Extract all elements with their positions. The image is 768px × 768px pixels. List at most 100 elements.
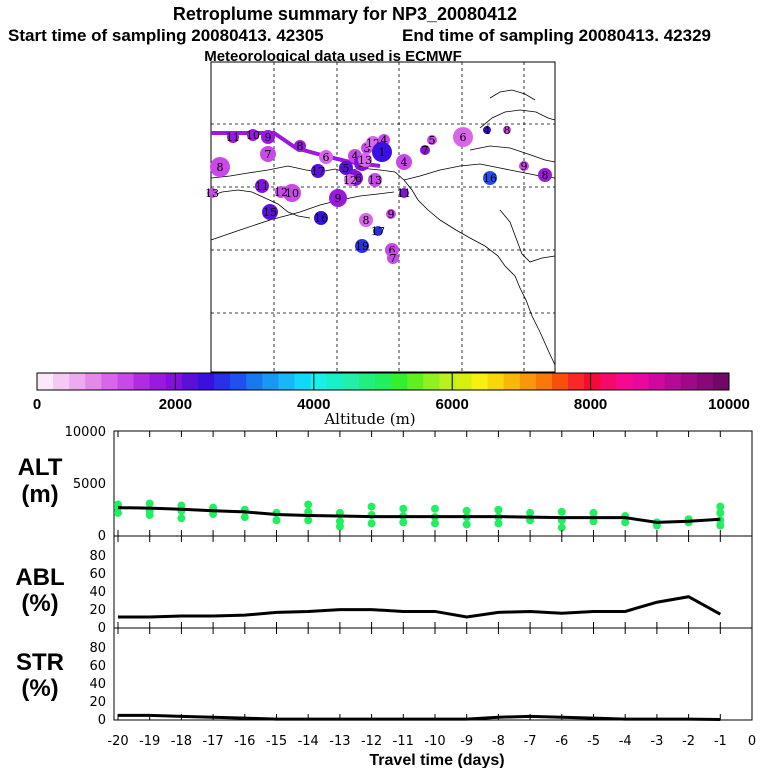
abl-line bbox=[118, 595, 722, 619]
map-point bbox=[227, 131, 239, 143]
x-tick-label: -2 bbox=[682, 734, 695, 749]
str-ytick-60: 60 bbox=[89, 659, 106, 674]
x-tick-label: -5 bbox=[587, 734, 600, 749]
map-point-label: 11 bbox=[226, 131, 240, 144]
alt-point bbox=[494, 519, 503, 528]
colorbar-cell bbox=[696, 373, 714, 390]
x-tick-labels: -20 -19 -18 -17 -16 -15 -14 -13 -12 -11 -10 -9 -8 -7-… bbox=[107, 734, 756, 749]
colorbar-cell bbox=[101, 373, 118, 390]
map-point bbox=[262, 204, 278, 220]
map-point bbox=[538, 168, 552, 182]
x-tick-label: -17 bbox=[202, 734, 223, 749]
map-point-label: 8 bbox=[297, 140, 304, 153]
alt-point bbox=[589, 517, 598, 526]
map-point bbox=[210, 157, 230, 177]
str-panel: STR (%) 80 60 40 20 0 bbox=[16, 627, 753, 728]
map-point bbox=[396, 154, 412, 170]
colorbar-cell bbox=[342, 373, 360, 390]
map-point-label: 10 bbox=[246, 129, 260, 142]
map-point bbox=[368, 173, 382, 187]
x-tick-label: -8 bbox=[492, 734, 505, 749]
alt-point bbox=[272, 516, 281, 525]
colorbar-cell bbox=[85, 373, 102, 390]
map-points: 1110987643124125138465716891716131291110… bbox=[205, 124, 552, 265]
map-point-label: 4 bbox=[381, 134, 388, 147]
map-point-label: 1 bbox=[379, 146, 386, 159]
map-point-label: 12 bbox=[274, 186, 288, 199]
map-point bbox=[355, 239, 369, 253]
colorbar-cell bbox=[133, 373, 151, 390]
alt-point bbox=[494, 505, 503, 514]
str-unit: (%) bbox=[21, 675, 58, 702]
map-point-label: 9 bbox=[335, 192, 342, 205]
colorbar-cell bbox=[117, 373, 135, 390]
x-tick-label: -11 bbox=[393, 734, 414, 749]
map-point-label: 9 bbox=[388, 208, 395, 221]
colorbar-tick-label: 4000 bbox=[297, 396, 330, 413]
alt-point bbox=[462, 506, 471, 515]
colorbar-cell bbox=[439, 373, 456, 390]
x-tick-label: -12 bbox=[361, 734, 382, 749]
colorbar-cell bbox=[149, 373, 167, 390]
map-point-label: 13 bbox=[358, 154, 372, 167]
map-point bbox=[260, 146, 276, 162]
map-point bbox=[372, 142, 392, 162]
colorbar-cell bbox=[487, 373, 505, 390]
alt-point bbox=[716, 508, 725, 517]
x-tick-label: -4 bbox=[619, 734, 632, 749]
colorbar-tick-labels: 0 2000 4000 6000 8000 10000 bbox=[33, 396, 750, 413]
colorbar-cell bbox=[262, 373, 279, 390]
map-point-label: 12 bbox=[343, 174, 357, 187]
map-point-label: 7 bbox=[422, 144, 429, 157]
map-point-label: 10 bbox=[285, 187, 299, 200]
map-panel: 1110987643124125138465716891716131291110… bbox=[205, 61, 556, 373]
x-tick-label: -20 bbox=[107, 734, 128, 749]
alt-ytick-0: 0 bbox=[98, 529, 106, 544]
map-point bbox=[387, 252, 399, 264]
str-frame bbox=[113, 627, 753, 721]
abl-panel: ABL (%) 80 60 40 20 0 bbox=[15, 535, 753, 636]
abl-ytick-60: 60 bbox=[89, 567, 106, 582]
map-point-label: 3 bbox=[364, 142, 371, 155]
colorbar-cell bbox=[374, 373, 392, 390]
alt-point bbox=[589, 508, 598, 517]
colorbar-cell bbox=[294, 373, 312, 390]
x-tick-label: -13 bbox=[329, 734, 350, 749]
colorbar-cell bbox=[407, 373, 424, 390]
alt-point bbox=[716, 521, 725, 530]
str-line bbox=[118, 713, 721, 722]
map-point bbox=[427, 135, 437, 145]
alt-point bbox=[240, 513, 249, 522]
abl-ytick-0: 0 bbox=[98, 621, 106, 636]
map-point-label: 8 bbox=[542, 169, 549, 182]
map-point bbox=[275, 186, 287, 198]
colorbar-cell bbox=[519, 373, 537, 390]
map-point bbox=[344, 174, 356, 186]
alt-point bbox=[557, 523, 566, 532]
colorbar-tick-label: 10000 bbox=[708, 396, 750, 413]
alt-point bbox=[716, 502, 725, 511]
map-point bbox=[311, 164, 325, 178]
colorbar-cell bbox=[230, 373, 247, 390]
colorbar-cell bbox=[471, 373, 489, 390]
map-point-label: 11 bbox=[397, 187, 411, 200]
map-point bbox=[294, 140, 306, 152]
end-time-label: End time of sampling 20080413. 42329 bbox=[402, 26, 711, 45]
colorbar-cell bbox=[616, 373, 633, 390]
map-point-label: 16 bbox=[314, 212, 328, 225]
map-point bbox=[314, 211, 328, 225]
met-data-label: Meteorological data used is ECMWF bbox=[204, 48, 462, 65]
x-tick-label: -14 bbox=[298, 734, 319, 749]
colorbar-cell bbox=[53, 373, 70, 390]
map-point-label: 6 bbox=[460, 131, 467, 144]
alt-mean-line bbox=[117, 506, 721, 524]
x-tick-label: -10 bbox=[424, 734, 445, 749]
colorbar-cell bbox=[165, 373, 183, 390]
colorbar-tick-label: 8000 bbox=[574, 396, 607, 413]
x-tick-label: 0 bbox=[748, 734, 756, 749]
map-point bbox=[283, 184, 301, 202]
colorbar-label: Altitude (m) bbox=[323, 410, 415, 428]
colorbar-cell bbox=[214, 373, 231, 390]
map-point-label: 8 bbox=[363, 214, 370, 227]
